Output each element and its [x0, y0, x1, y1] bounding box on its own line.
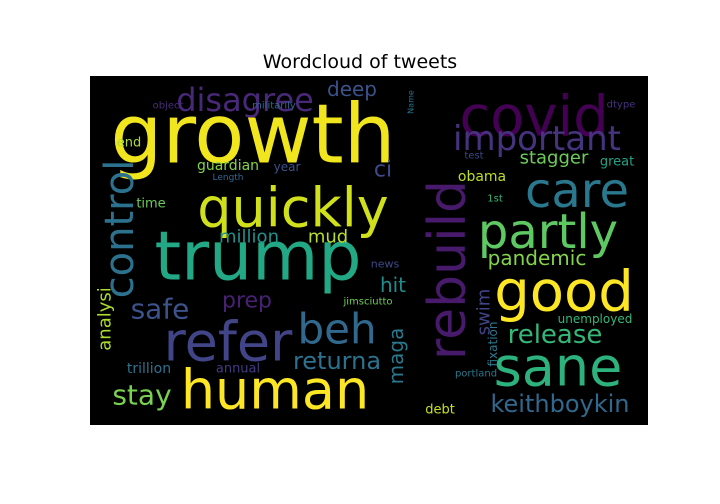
word-debt: debt [425, 403, 455, 418]
word-keithboykin: keithboykin [491, 390, 630, 418]
word-jimsciutto: jimsciutto [342, 297, 392, 308]
word-prep: prep [222, 289, 272, 314]
word-portland: portland [455, 369, 497, 380]
word-maga: maga [384, 328, 408, 385]
word-stay: stay [112, 379, 171, 412]
word-hit: hit [380, 273, 406, 297]
word-name: Name [407, 90, 416, 114]
word-release: release [508, 320, 603, 350]
chart-title: Wordcloud of tweets [262, 51, 458, 73]
word-object: object [153, 101, 184, 112]
word-swim: swim [474, 289, 495, 336]
word-great: great [600, 155, 634, 170]
word-covid: covid [459, 85, 608, 150]
word-news: news [371, 258, 400, 271]
word-trump: trump [154, 218, 361, 297]
word-obama: obama [458, 169, 506, 185]
word-year: year [274, 160, 301, 174]
word-care: care [525, 163, 629, 219]
word-beh: beh [297, 305, 376, 354]
word-time: time [136, 197, 165, 212]
word-militarily: militarily [252, 101, 296, 112]
word-annual: annual [216, 362, 260, 377]
word-length: Length [212, 173, 243, 183]
word-trillion: trillion [127, 361, 171, 377]
word-deep: deep [327, 77, 377, 101]
word-fixation: fixation [486, 322, 500, 367]
word-human: human [181, 359, 369, 422]
word-returna: returna [293, 347, 381, 375]
word-disagree: disagree [176, 81, 314, 119]
word-rebuild: rebuild [418, 180, 478, 360]
word-ci: ci [374, 158, 392, 183]
word-quickly: quickly [197, 177, 388, 240]
word-safe: safe [131, 293, 190, 326]
word-test: test [464, 151, 483, 162]
word-1st: 1st [487, 194, 503, 205]
word-analysi: analysi [95, 287, 116, 351]
wordcloud-background [90, 76, 648, 425]
word-guardian: guardian [197, 158, 259, 174]
word-refer: refer [164, 311, 293, 374]
word-dtype: dtype [607, 100, 636, 111]
word-pandemic: pandemic [488, 246, 587, 270]
word-stagger: stagger [520, 148, 589, 169]
word-end: end [117, 136, 142, 151]
word-sane: sane [494, 336, 623, 399]
word-partly: partly [478, 204, 618, 260]
word-growth: growth [110, 88, 395, 183]
word-important: important [453, 119, 621, 159]
word-mud: mud [308, 227, 348, 248]
word-good: good [494, 260, 634, 325]
word-unemployed: unemployed [558, 312, 633, 326]
word-control: control [97, 160, 143, 299]
word-million: million [219, 227, 279, 248]
